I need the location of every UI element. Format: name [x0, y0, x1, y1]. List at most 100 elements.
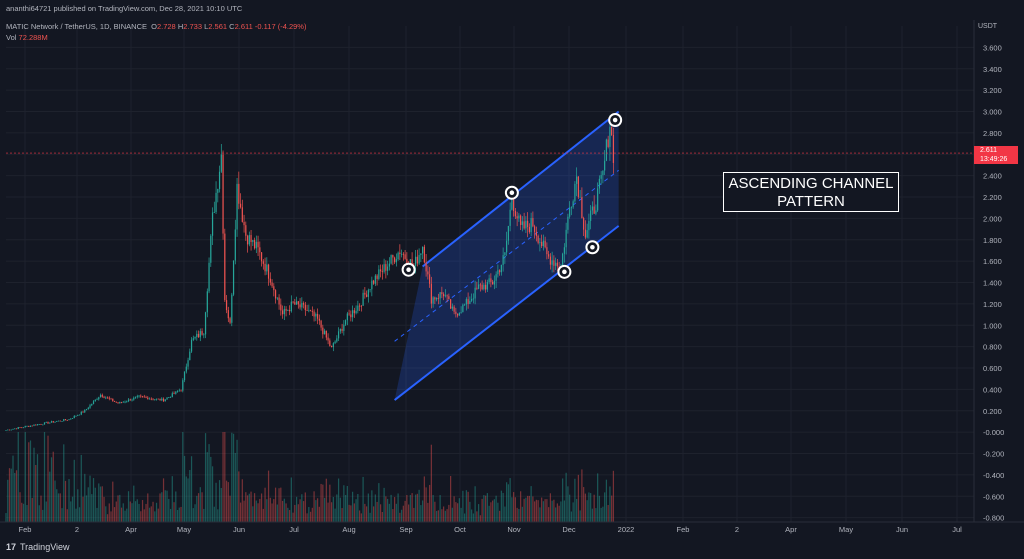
volume-bar: [428, 484, 431, 522]
volume-bar: [316, 498, 319, 522]
y-tick-label: 1.800: [983, 236, 1002, 245]
candle-body: [612, 134, 615, 163]
candle-body: [395, 259, 397, 263]
ohlc-high-label: H: [177, 22, 184, 31]
volume-bar: [553, 499, 555, 522]
candle-body: [98, 397, 100, 400]
volume-bar: [171, 476, 173, 522]
volume-bar: [565, 472, 567, 522]
volume-bar: [231, 432, 233, 522]
volume-bar: [598, 495, 601, 522]
candle-body: [537, 235, 539, 243]
candle-body: [145, 397, 147, 398]
candle-body: [224, 233, 226, 301]
volume-bar: [485, 495, 487, 522]
volume-bar: [259, 498, 261, 522]
candle-body: [455, 311, 457, 314]
last-price-tag: 2.611 13:49:26: [974, 146, 1018, 164]
pattern-annotation[interactable]: ASCENDING CHANNEL PATTERN: [723, 172, 899, 212]
candle-body: [457, 313, 459, 316]
volume-bar: [73, 459, 75, 522]
candle-body: [253, 239, 256, 249]
volume-bar: [341, 508, 343, 522]
candle-body: [506, 240, 508, 253]
candle-body: [542, 240, 545, 247]
time-axis[interactable]: Feb 2 Apr May Jun Jul Aug Sep Oct Nov Dec 2022 Feb 2 A…: [19, 525, 963, 534]
y-tick-label: 2.400: [983, 172, 1002, 181]
candle-body: [285, 308, 287, 311]
volume-bar: [220, 487, 222, 522]
candle-body: [29, 425, 32, 427]
candle-body: [45, 421, 47, 423]
candle-body: [5, 430, 7, 431]
candle-body: [43, 422, 46, 425]
candle-body: [126, 401, 128, 403]
candlesticks: [5, 115, 615, 431]
candle-body: [28, 425, 30, 427]
volume-bar: [583, 487, 585, 522]
channel-upper-line: [421, 110, 620, 268]
volume-bar: [145, 503, 147, 522]
volume-bar: [392, 509, 394, 522]
volume-bar: [448, 504, 450, 522]
candle-body: [122, 401, 124, 403]
candle-body: [541, 242, 543, 247]
volume-bar: [61, 508, 63, 522]
volume-bar: [185, 476, 187, 522]
candle-body: [353, 310, 355, 314]
candle-body: [15, 428, 18, 430]
volume-bar: [421, 500, 424, 522]
candle-body: [316, 313, 319, 319]
price-axis[interactable]: 3.6003.4003.2003.0002.8002.6002.4002.200…: [983, 43, 1004, 522]
volume-bar: [63, 444, 65, 522]
x-tick-label: Dec: [562, 525, 576, 534]
candle-body: [611, 126, 613, 135]
channel-touch-points: [401, 113, 623, 279]
volume-bar: [453, 496, 455, 522]
volume-bar: [334, 508, 336, 522]
candle-body: [600, 175, 602, 179]
volume-bar: [253, 493, 256, 522]
y-tick-label: 1.200: [983, 300, 1002, 309]
candle-body: [10, 429, 12, 431]
candle-body: [57, 420, 60, 422]
volume-bar: [560, 501, 562, 522]
candle-body: [492, 281, 494, 285]
candle-body: [371, 280, 373, 290]
candle-body: [239, 203, 242, 208]
candle-body: [47, 421, 49, 424]
candle-body: [471, 298, 473, 301]
volume-bar: [232, 433, 235, 522]
candle-body: [493, 280, 495, 285]
volume-bar: [528, 495, 530, 522]
candle-body: [464, 304, 466, 306]
volume-bar: [157, 508, 159, 522]
candle-body: [70, 418, 72, 420]
volume-bar: [99, 486, 102, 522]
candle-body: [75, 415, 77, 417]
candle-body: [63, 419, 65, 422]
candle-body: [432, 297, 434, 304]
candle-body: [404, 254, 406, 259]
volume-bar: [224, 432, 226, 522]
tradingview-logo[interactable]: 17 TradingView: [6, 542, 70, 552]
candle-body: [399, 252, 401, 255]
candle-body: [381, 271, 383, 273]
candle-body: [278, 297, 280, 305]
volume-bar: [166, 490, 168, 522]
volume-bar: [584, 493, 587, 522]
candle-body: [143, 396, 145, 398]
x-tick-label: Jun: [896, 525, 908, 534]
candle-body: [350, 314, 352, 318]
volume-bar: [327, 502, 329, 522]
candle-body: [171, 393, 173, 398]
candle-body: [343, 324, 345, 331]
candle-body: [360, 305, 362, 307]
volume-bar: [479, 515, 481, 522]
volume-bar: [365, 506, 368, 522]
symbol-name[interactable]: MATIC Network / TetherUS, 1D, BINANCE: [6, 22, 148, 31]
candle-body: [476, 287, 478, 289]
candle-body: [348, 313, 350, 315]
candle-body: [416, 256, 418, 264]
